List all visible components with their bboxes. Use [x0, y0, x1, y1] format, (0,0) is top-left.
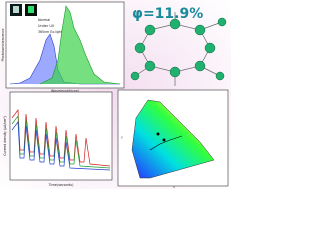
cluster: [144, 60, 156, 72]
quantum-yield: φ=11.9%: [132, 6, 203, 22]
cluster: [194, 60, 206, 72]
current-trace: [11, 121, 111, 171]
framework: [130, 12, 227, 86]
locus: [149, 135, 183, 151]
cluster: [144, 24, 156, 36]
x-axis-label: Time(seconds): [48, 183, 74, 187]
inset-label: Normal: [38, 18, 50, 22]
y-axis-label: Photoluminescence: [1, 28, 5, 61]
y-axis-label: y: [121, 135, 123, 139]
cluster: [217, 17, 227, 27]
inset-label: Under UV: [38, 24, 55, 28]
cluster: [130, 71, 140, 81]
emission-curve: [39, 5, 121, 85]
spectrum-panel: Normal Under UV 365nm Ex.light Photolumi…: [1, 1, 125, 93]
cluster: [194, 24, 206, 36]
crystal: [13, 6, 19, 13]
inset-label: 365nm Ex.light: [38, 30, 63, 34]
cie-panel: x y: [117, 89, 229, 189]
cluster: [169, 66, 181, 78]
x-axis-label: x: [173, 185, 175, 189]
x-axis-label: Wavelength(nm): [51, 89, 80, 93]
crystal-glow: [28, 6, 34, 13]
cluster: [215, 71, 225, 81]
photocurrent-panel: Current density (μA/cm²) Time(seconds): [3, 91, 113, 187]
point: [162, 138, 166, 142]
point: [156, 132, 160, 136]
links: [134, 12, 223, 86]
y-axis-label: Current density (μA/cm²): [3, 116, 7, 156]
cluster: [134, 42, 146, 54]
cluster: [204, 42, 216, 54]
cluster: [169, 18, 181, 30]
graphical-abstract: Normal Under UV 365nm Ex.light Photolumi…: [0, 0, 231, 189]
